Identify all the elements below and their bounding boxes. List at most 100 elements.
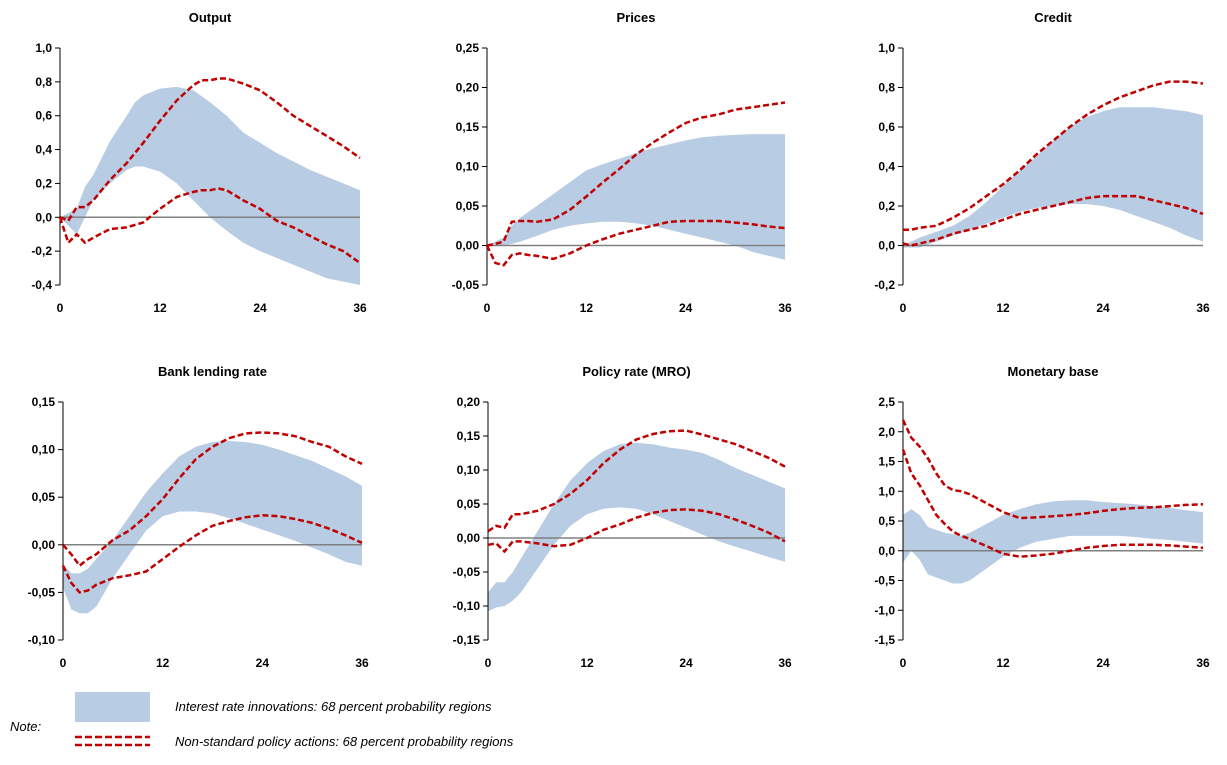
- dashed-lower-line: [902, 194, 1204, 247]
- dashed-upper-line: [901, 419, 1204, 520]
- y-tick-label: 1,0: [878, 484, 895, 498]
- y-tick-label: -0,05: [28, 585, 56, 599]
- y-tick-label: 0,2: [878, 199, 895, 213]
- legend-band-swatch: [75, 692, 150, 722]
- x-tick-label: 24: [253, 301, 267, 315]
- y-tick-label: 1,0: [878, 41, 895, 55]
- legend: Note: Interest rate innovations: 68 perc…: [0, 680, 1227, 765]
- dashed-lower-line: [61, 514, 363, 594]
- y-tick-label: 0,05: [32, 490, 56, 504]
- panel-1: Output -0,4 -0,2 0,0 0,2 0,4 0,6 0,8 1,0 0 12 24 36: [31, 10, 367, 315]
- x-tick-label: 36: [355, 656, 369, 670]
- x-tick-label: 12: [580, 656, 594, 670]
- y-tick-label: -0,10: [453, 599, 481, 613]
- x-tick-label: 36: [1196, 656, 1210, 670]
- y-tick-label: 0,15: [456, 120, 480, 134]
- y-tick-label: 1,5: [878, 455, 895, 469]
- panel-title: Monetary base: [1007, 364, 1098, 379]
- y-tick-label: 0,8: [878, 81, 895, 95]
- y-tick-label: 2,0: [878, 425, 895, 439]
- x-tick-label: 24: [679, 656, 693, 670]
- y-tick-label: 0,5: [878, 514, 895, 528]
- y-tick-label: 1,0: [35, 41, 52, 55]
- dashed-lower-line: [485, 219, 786, 267]
- y-tick-label: 0,2: [35, 176, 52, 190]
- x-tick-label: 36: [778, 656, 792, 670]
- chart-grid: Output-0,4-0,20,00,20,40,60,81,00 12 24 36P…: [28, 10, 1210, 670]
- y-tick-label: -0,15: [453, 633, 481, 647]
- y-tick-label: 0,6: [35, 109, 52, 123]
- y-tick-label: 2,5: [878, 395, 895, 409]
- dashed-upper-line: [487, 429, 786, 533]
- x-tick-label: 24: [256, 656, 270, 670]
- y-tick-label: 0,05: [456, 199, 480, 213]
- y-tick-label: 0,00: [456, 239, 480, 253]
- dashed-upper-line: [903, 80, 1204, 231]
- y-tick-label: -1,0: [874, 603, 895, 617]
- panel-title: Output: [189, 10, 232, 25]
- y-tick-label: 0,15: [32, 395, 56, 409]
- y-tick-label: -0,5: [874, 574, 895, 588]
- panel-title: Credit: [1034, 10, 1072, 25]
- panel-title: Prices: [616, 10, 655, 25]
- band-area: [63, 441, 362, 614]
- panel-2: Prices -0,05 0,00 0,05 0,10 0,15 0,20 0,25 0 12 24…: [452, 10, 792, 315]
- x-tick-label: 12: [996, 301, 1010, 315]
- band-area: [903, 500, 1203, 584]
- legend-band-label: Interest rate innovations: 68 percent pr…: [175, 699, 492, 714]
- legend-dashed-swatch: [75, 735, 150, 747]
- panel-5: Policy rate (MRO) -0,15 -0,10 -0,05 0,00 0,05…: [453, 364, 792, 670]
- y-tick-label: 0,0: [878, 239, 895, 253]
- x-tick-label: 36: [778, 301, 792, 315]
- band-area: [60, 86, 360, 286]
- dashed-upper-line: [59, 77, 361, 222]
- x-tick-label: 0: [900, 656, 907, 670]
- y-tick-label: 0,20: [457, 395, 481, 409]
- y-tick-label: 0,0: [35, 210, 52, 224]
- y-tick-label: 0,15: [457, 429, 481, 443]
- dashed-upper-line: [62, 431, 363, 567]
- x-tick-label: 24: [1096, 301, 1110, 315]
- y-tick-label: 0,4: [878, 160, 895, 174]
- dashed-lower-line: [487, 508, 786, 553]
- y-tick-label: 0,10: [456, 160, 480, 174]
- panel-title: Bank lending rate: [158, 364, 267, 379]
- dashed-upper-line: [486, 101, 786, 247]
- y-tick-label: 0,05: [457, 497, 481, 511]
- y-tick-label: -0,2: [874, 278, 895, 292]
- y-tick-label: -0,05: [453, 565, 481, 579]
- y-tick-label: 0,10: [457, 463, 481, 477]
- x-tick-label: 12: [153, 301, 167, 315]
- y-tick-label: -0,10: [28, 633, 56, 647]
- x-tick-label: 0: [900, 301, 907, 315]
- dashed-lower-line: [901, 449, 1204, 558]
- x-tick-label: 36: [1196, 301, 1210, 315]
- panel-title: Policy rate (MRO): [582, 364, 690, 379]
- panel-4: Bank lending rate -0,10 -0,05 0,00 0,05 0,10 0…: [28, 364, 369, 670]
- y-tick-label: 0,25: [456, 41, 480, 55]
- y-tick-label: 0,00: [457, 531, 481, 545]
- y-tick-label: 0,6: [878, 120, 895, 134]
- x-tick-label: 36: [353, 301, 367, 315]
- y-tick-label: -0,4: [31, 278, 52, 292]
- x-tick-label: 24: [1096, 656, 1110, 670]
- dashed-lower-line: [58, 187, 361, 265]
- y-tick-label: 0,10: [32, 443, 56, 457]
- y-tick-label: 0,4: [35, 143, 52, 157]
- x-tick-label: 0: [60, 656, 67, 670]
- y-tick-label: 0,8: [35, 75, 52, 89]
- x-tick-label: 24: [679, 301, 693, 315]
- x-tick-label: 0: [485, 656, 492, 670]
- x-tick-label: 0: [57, 301, 64, 315]
- y-tick-label: -1,5: [874, 633, 895, 647]
- y-tick-label: 0,0: [878, 544, 895, 558]
- y-tick-label: 0,00: [32, 538, 56, 552]
- y-tick-label: -0,2: [31, 244, 52, 258]
- y-tick-label: -0,05: [452, 278, 480, 292]
- band-area: [903, 107, 1203, 248]
- x-tick-label: 12: [996, 656, 1010, 670]
- legend-dashed-label: Non-standard policy actions: 68 percent …: [175, 734, 514, 749]
- x-tick-label: 12: [580, 301, 594, 315]
- x-tick-label: 12: [156, 656, 170, 670]
- panel-3: Credit -0,2 0,0 0,2 0,4 0,6 0,8 1,0 0 12 24 36: [874, 10, 1210, 315]
